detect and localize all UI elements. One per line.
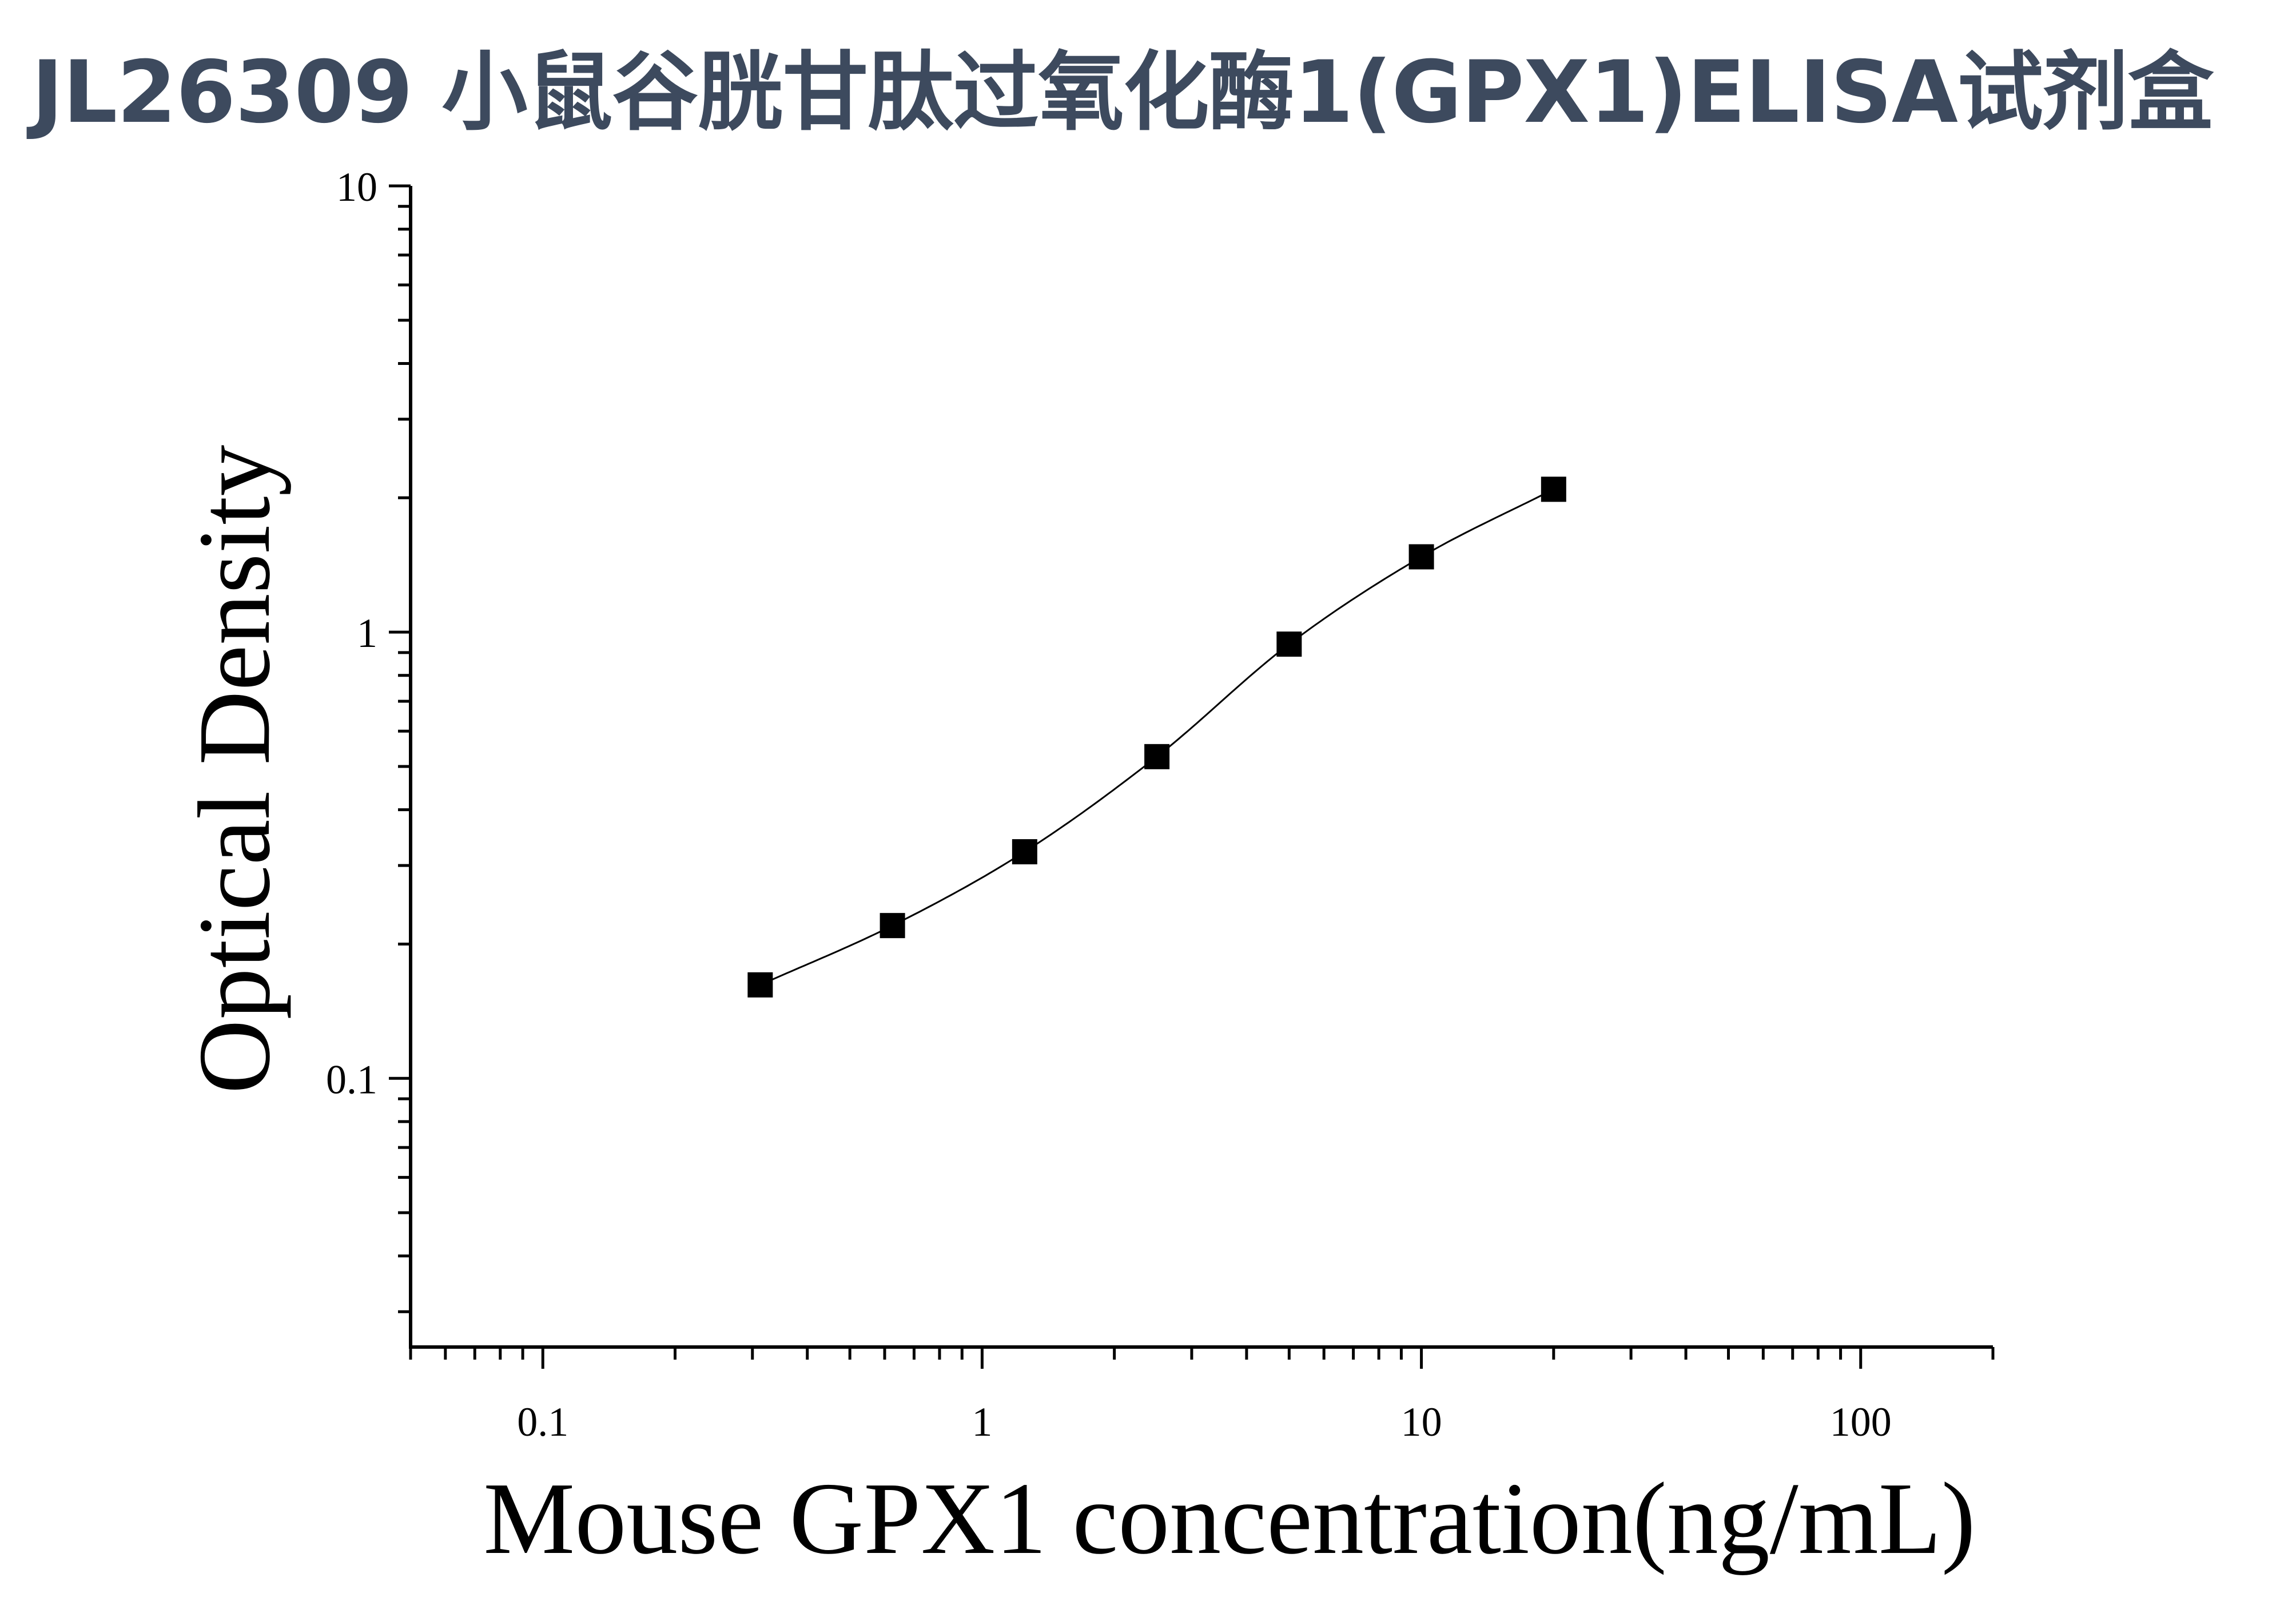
- y-axis-label: Optical Density: [177, 445, 291, 1094]
- page-title: JL26309 小鼠谷胱甘肽过氧化酶1(GPX1)ELISA试剂盒: [31, 43, 2214, 142]
- data-points: [747, 476, 1566, 998]
- data-point: [1012, 839, 1037, 865]
- y-tick-label: 0.1: [326, 1056, 377, 1102]
- x-tick-label: 0.1: [517, 1399, 568, 1445]
- axes: [409, 186, 1993, 1349]
- ticks: [389, 184, 1995, 1369]
- y-tick-label: 10: [336, 164, 377, 210]
- data-point: [1541, 476, 1566, 502]
- x-tick-label: 1: [972, 1399, 992, 1445]
- data-point: [1276, 631, 1302, 657]
- data-point: [1408, 544, 1434, 570]
- fit-curve: [759, 488, 1554, 986]
- x-tick-label: 100: [1830, 1399, 1892, 1445]
- data-point: [1144, 744, 1170, 769]
- tick-labels: 0.1 1 10 100 0.1 1 10: [326, 164, 1892, 1445]
- data-point: [747, 972, 773, 998]
- data-point: [880, 913, 905, 939]
- x-tick-label: 10: [1401, 1399, 1442, 1445]
- x-axis-label: Mouse GPX1 concentration(ng/mL): [483, 1461, 1975, 1575]
- y-tick-label: 1: [357, 610, 377, 656]
